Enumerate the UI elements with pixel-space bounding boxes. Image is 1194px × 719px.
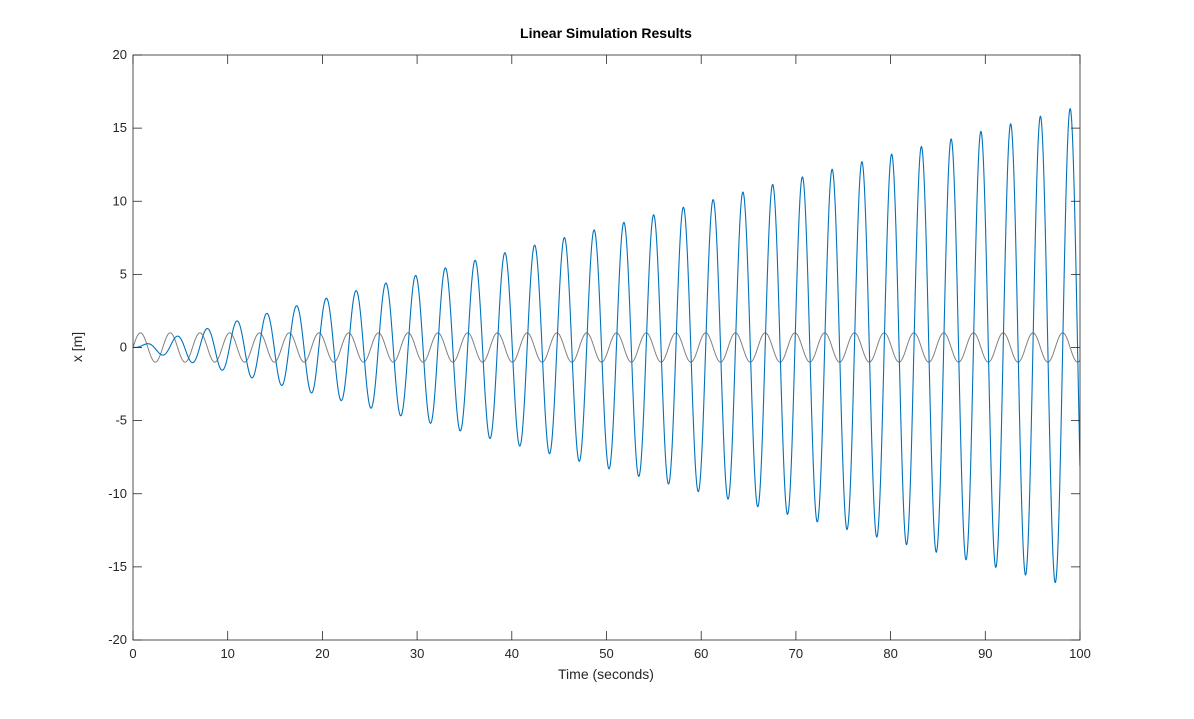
- x-tick-label: 70: [789, 646, 803, 661]
- x-tick-label: 10: [220, 646, 234, 661]
- x-axis-ticks: 0 10 20 30 40 50 60 70 80 90 100: [129, 55, 1091, 661]
- x-tick-label: 30: [410, 646, 424, 661]
- x-tick-label: 80: [883, 646, 897, 661]
- y-tick-label: 0: [120, 340, 127, 355]
- chart-title: Linear Simulation Results: [520, 25, 692, 41]
- x-axis-label: Time (seconds): [558, 666, 654, 682]
- y-tick-label: 10: [113, 193, 127, 208]
- x-tick-label: 60: [694, 646, 708, 661]
- series-line-2: [133, 108, 1080, 584]
- y-axis-label: x [m]: [69, 332, 85, 362]
- x-tick-label: 20: [315, 646, 329, 661]
- y-axis-ticks: -20 -15 -10 -5 0 5 10 15 20: [108, 47, 1080, 647]
- x-tick-label: 90: [978, 646, 992, 661]
- y-tick-label: -5: [115, 413, 127, 428]
- plot-box: [132, 54, 1081, 641]
- plot-area: [132, 54, 1081, 641]
- x-tick-label: 40: [505, 646, 519, 661]
- x-tick-label: 0: [129, 646, 136, 661]
- x-tick-label: 100: [1069, 646, 1091, 661]
- y-tick-label: -10: [108, 486, 127, 501]
- x-tick-label: 50: [599, 646, 613, 661]
- y-tick-label: -15: [108, 559, 127, 574]
- y-tick-label: 15: [113, 120, 127, 135]
- y-tick-label: 20: [113, 47, 127, 62]
- y-tick-label: -20: [108, 632, 127, 647]
- y-tick-label: 5: [120, 266, 127, 281]
